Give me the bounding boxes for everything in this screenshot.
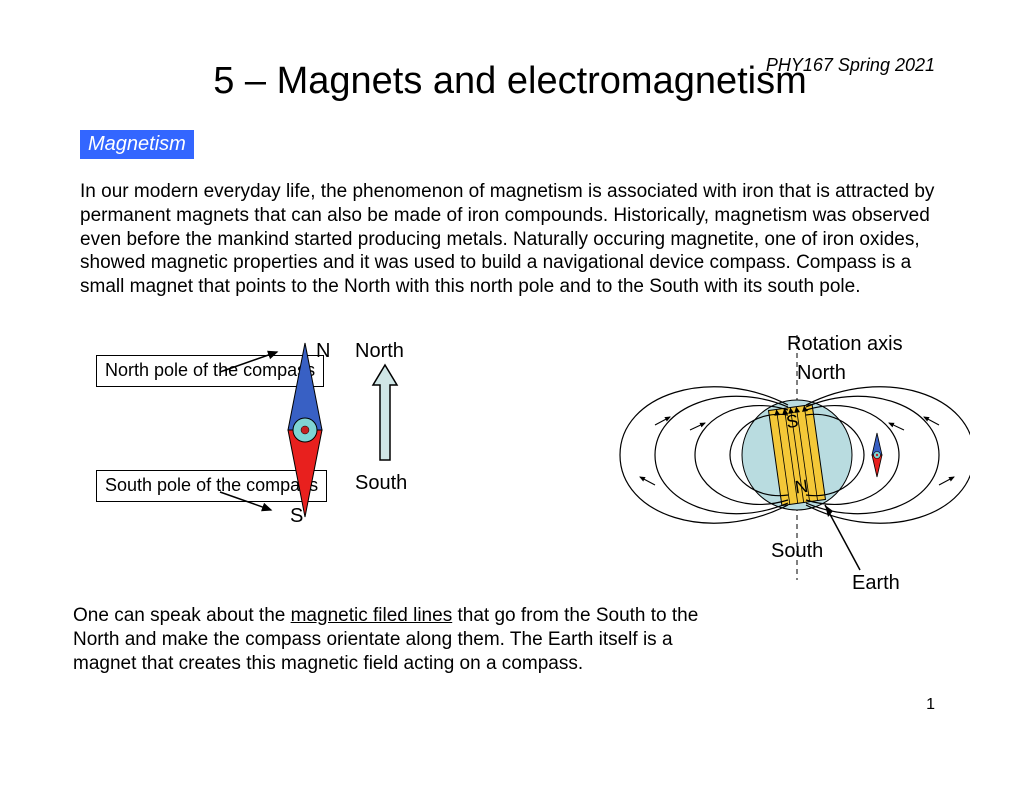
compass-n-label: N: [316, 340, 330, 363]
earth-field-diagram: S N: [600, 335, 970, 595]
compass-s-label: S: [290, 505, 303, 528]
closing-paragraph: One can speak about the magnetic filed l…: [73, 604, 733, 675]
para2-pre: One can speak about the: [73, 605, 291, 626]
para2-underline: magnetic filed lines: [291, 605, 453, 626]
page-title: 5 – Magnets and electromagnetism: [0, 60, 1020, 103]
section-heading: Magnetism: [80, 130, 194, 159]
south-direction-label: South: [355, 472, 407, 495]
north-arrow-icon: [365, 360, 405, 470]
page-number: 1: [926, 696, 935, 714]
intro-paragraph: In our modern everyday life, the phenome…: [80, 180, 950, 299]
svg-text:N: N: [794, 476, 810, 498]
